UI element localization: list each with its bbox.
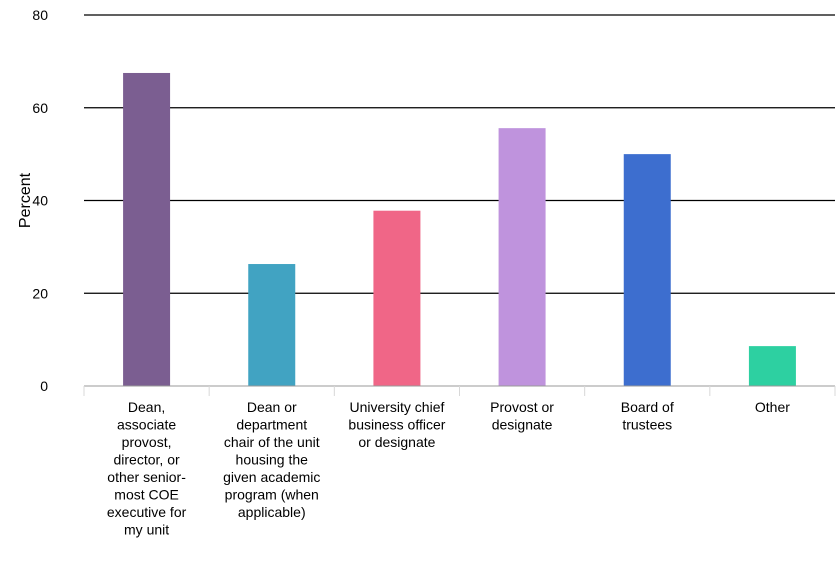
bar bbox=[248, 264, 296, 386]
x-category-label: Dean or department chair of the unit housin… bbox=[223, 399, 320, 520]
x-category-label: Provost or designate bbox=[490, 399, 554, 433]
y-axis-title: Percent bbox=[17, 172, 34, 228]
y-tick-label: 60 bbox=[32, 100, 48, 116]
gridlines bbox=[84, 14, 835, 294]
x-category-label: Dean, associate provost, director, or other … bbox=[107, 399, 187, 538]
y-tick-label: 20 bbox=[32, 285, 48, 301]
x-category-label: University chief business officer or desig… bbox=[348, 399, 445, 450]
bars bbox=[123, 72, 796, 386]
y-axis-ticks: 0 20 40 60 80 bbox=[32, 7, 48, 394]
bar bbox=[748, 346, 796, 386]
bar bbox=[623, 154, 671, 386]
y-tick-label: 40 bbox=[32, 193, 48, 209]
bar bbox=[123, 72, 171, 386]
x-axis-category-labels: Dean, associate provost, director, or other … bbox=[107, 399, 790, 538]
x-axis bbox=[83, 385, 836, 396]
x-category-label: Other bbox=[755, 399, 790, 415]
y-tick-label: 0 bbox=[40, 378, 48, 394]
y-tick-label: 80 bbox=[32, 7, 48, 23]
bar bbox=[373, 210, 421, 386]
bar bbox=[498, 128, 546, 386]
x-category-label: Board of trustees bbox=[621, 399, 674, 433]
